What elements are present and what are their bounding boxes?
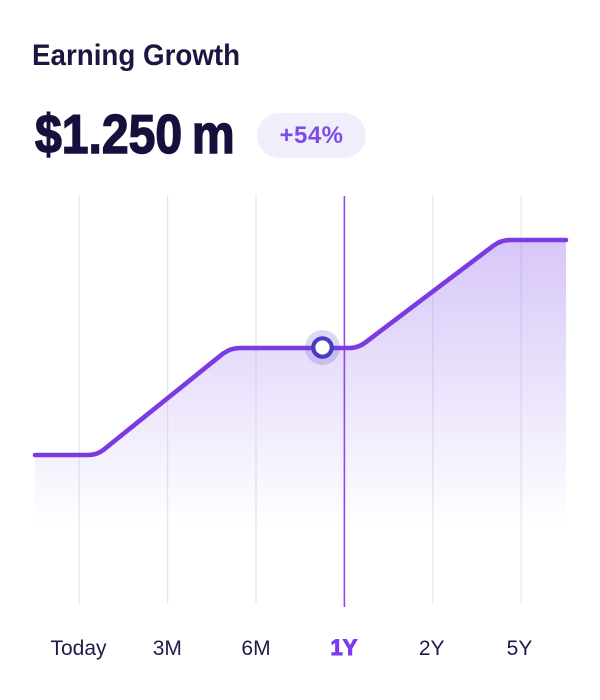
svg-text:1Y: 1Y	[331, 635, 358, 660]
svg-text:Today: Today	[50, 637, 107, 660]
svg-text:2Y: 2Y	[419, 637, 445, 660]
svg-text:5Y: 5Y	[507, 637, 533, 660]
svg-text:6M: 6M	[241, 637, 270, 660]
svg-text:3M: 3M	[153, 637, 182, 660]
